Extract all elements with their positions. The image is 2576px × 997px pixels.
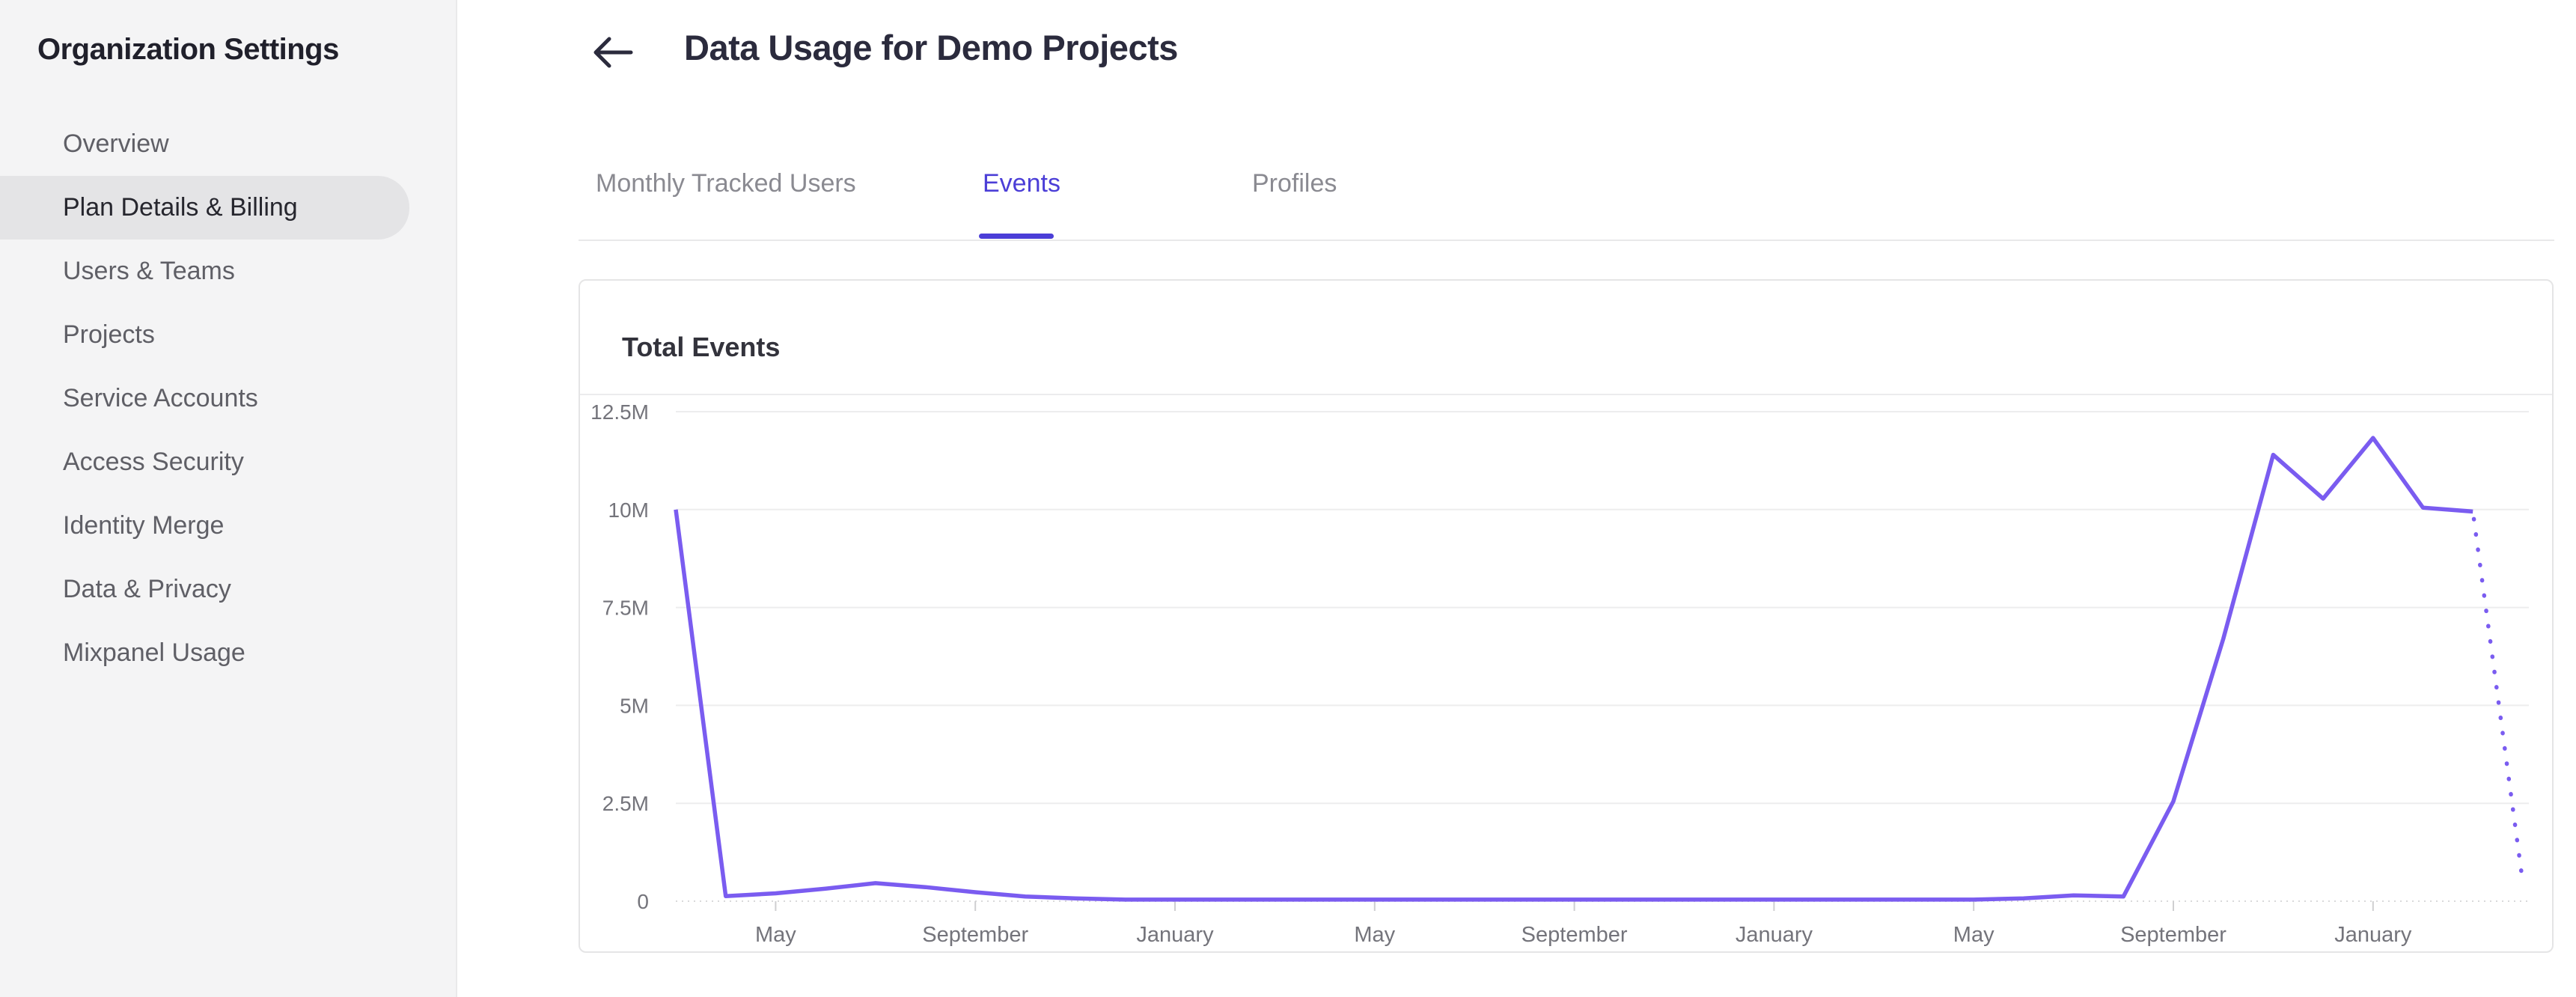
x-axis-label: May — [755, 923, 796, 947]
sidebar-item-users-teams[interactable]: Users & Teams — [63, 257, 235, 285]
x-axis-label: January — [1136, 923, 1214, 947]
sidebar-item-access-security[interactable]: Access Security — [63, 448, 244, 476]
y-axis-label: 10M — [608, 498, 649, 522]
tab-events[interactable]: Events — [983, 169, 1060, 198]
sidebar-item-data-privacy[interactable]: Data & Privacy — [63, 575, 231, 603]
sidebar: Organization Settings Overview Plan Detai… — [0, 0, 457, 997]
sidebar-item-plan-details-billing[interactable]: Plan Details & Billing — [0, 176, 409, 240]
y-axis-label: 0 — [637, 890, 649, 913]
active-tab-underline — [979, 234, 1054, 239]
tab-monthly-tracked-users[interactable]: Monthly Tracked Users — [596, 169, 856, 198]
y-axis-label: 2.5M — [602, 792, 649, 815]
y-axis-label: 12.5M — [590, 400, 649, 424]
card-title: Total Events — [622, 332, 781, 362]
sidebar-nav: Overview Plan Details & Billing Users & Te… — [0, 112, 456, 685]
y-axis-label: 5M — [620, 694, 649, 717]
page-title: Data Usage for Demo Projects — [684, 28, 1178, 67]
x-axis-label: September — [922, 923, 1028, 947]
x-axis-label: September — [1522, 923, 1628, 947]
events-chart: 12.5M 10M 7.5M 5M 2.5M 0 May September January Ma… — [590, 400, 2529, 947]
sidebar-title: Organization Settings — [37, 33, 339, 66]
back-button[interactable] — [585, 30, 639, 76]
sidebar-item-projects[interactable]: Projects — [63, 320, 155, 349]
tab-profiles[interactable]: Profiles — [1252, 169, 1337, 198]
x-axis-label: September — [2120, 923, 2226, 947]
x-axis-label: January — [1736, 923, 1813, 947]
left-arrow-icon — [593, 37, 633, 68]
y-axis-label: 7.5M — [602, 597, 649, 620]
sidebar-item-service-accounts[interactable]: Service Accounts — [63, 384, 258, 412]
x-axis-label: May — [1354, 923, 1395, 947]
total-events-card: Total Events 12.5M 10M 7.5M 5M 2.5M 0 May Septe… — [579, 279, 2554, 953]
series-line — [674, 436, 2473, 902]
x-axis-label: May — [1953, 923, 1994, 947]
x-axis-label: January — [2334, 923, 2412, 947]
tabs-divider — [579, 240, 2554, 241]
sidebar-item-mixpanel-usage[interactable]: Mixpanel Usage — [63, 638, 245, 667]
sidebar-item-identity-merge[interactable]: Identity Merge — [63, 511, 225, 540]
card-divider — [580, 394, 2552, 395]
series-line-projected — [2470, 509, 2525, 885]
sidebar-item-overview[interactable]: Overview — [63, 129, 169, 158]
